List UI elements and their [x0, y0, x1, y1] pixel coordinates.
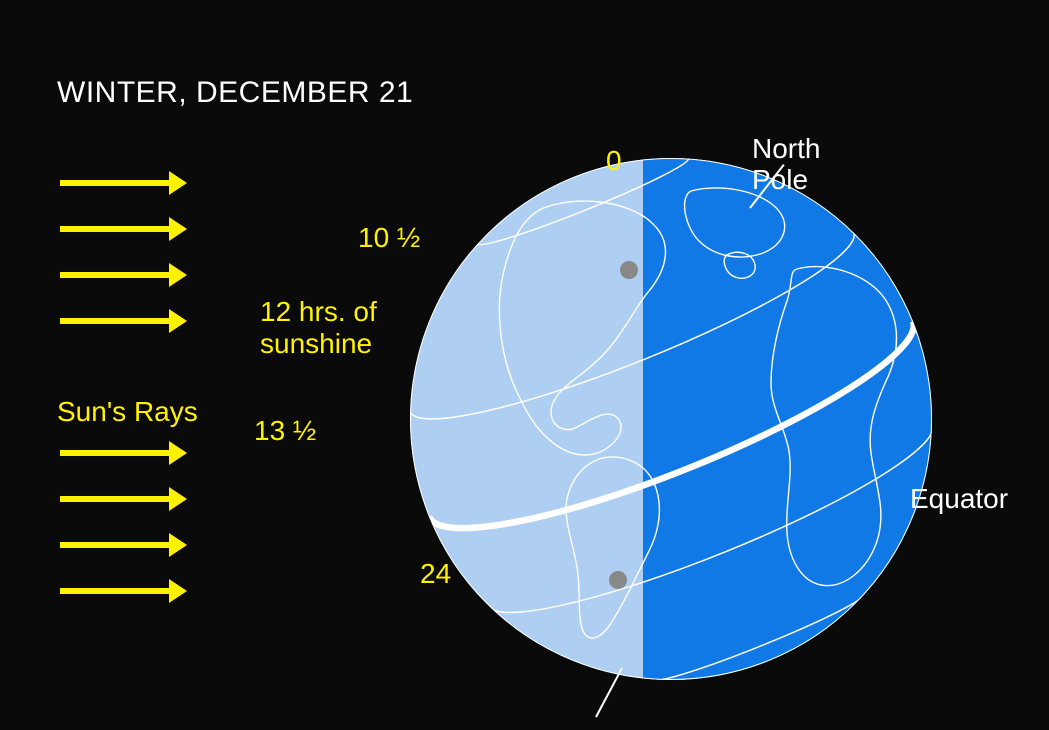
earth-globe	[410, 158, 932, 680]
hour-label: 12 hrs. of sunshine	[260, 296, 377, 360]
sun-ray-arrow	[60, 318, 175, 324]
sun-ray-arrow	[60, 272, 175, 278]
white-label: North Pole	[752, 134, 820, 196]
sun-ray-arrow	[60, 226, 175, 232]
hour-label: 13 ½	[254, 415, 316, 447]
sun-ray-arrow	[60, 496, 175, 502]
sun-ray-arrow	[60, 180, 175, 186]
sun-rays-label: Sun's Rays	[57, 396, 198, 428]
diagram-title: WINTER, DECEMBER 21	[57, 76, 413, 110]
sun-ray-arrow	[60, 588, 175, 594]
hour-label: 10 ½	[358, 222, 420, 254]
white-label: Equator	[910, 484, 1008, 515]
hour-label: 24	[420, 558, 451, 590]
sun-ray-arrow	[60, 542, 175, 548]
hour-label: 0	[606, 145, 622, 177]
sun-ray-arrow	[60, 450, 175, 456]
